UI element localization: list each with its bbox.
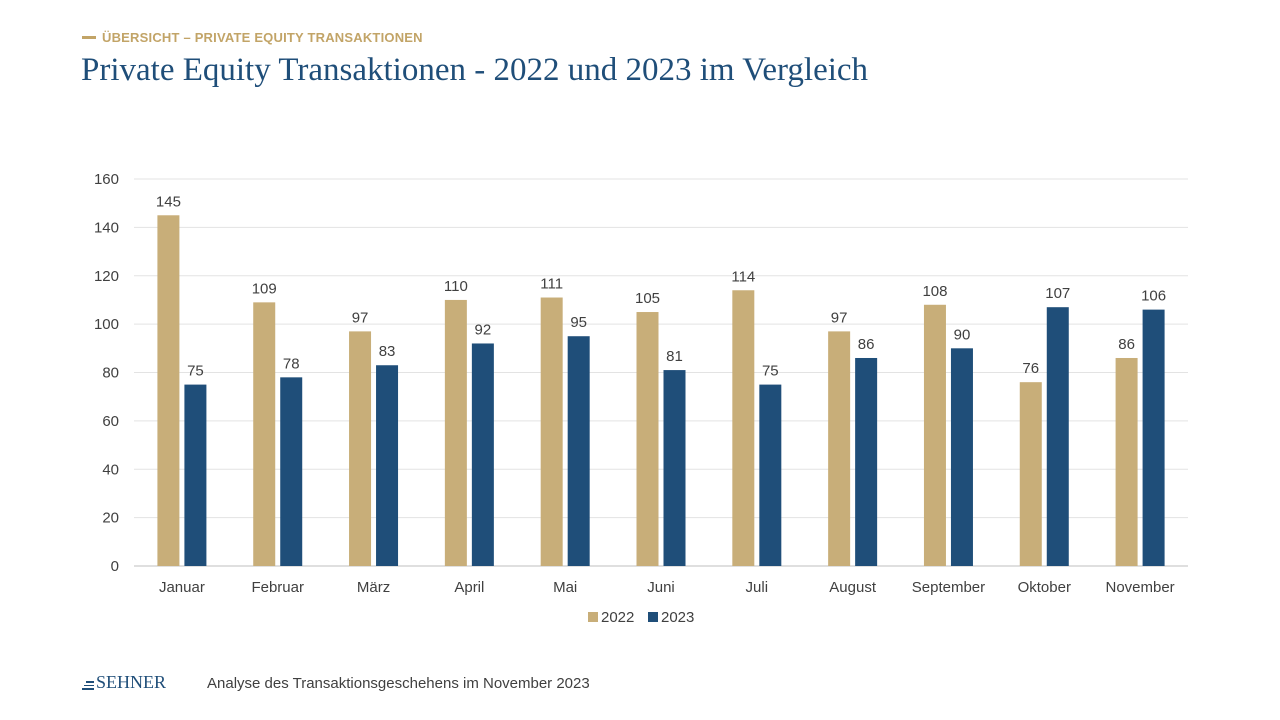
y-tick-label: 140 xyxy=(94,219,119,236)
bar-2022-juli xyxy=(732,290,755,566)
bar-2023-august xyxy=(855,357,878,566)
data-label: 76 xyxy=(1022,360,1039,377)
x-tick-label: November xyxy=(1105,579,1174,596)
data-label: 111 xyxy=(540,276,563,293)
y-tick-label: 80 xyxy=(102,365,119,382)
data-label: 107 xyxy=(1045,285,1070,302)
x-axis-ticks: Januar Februar März April Mai Juni Juli August S… xyxy=(159,579,1175,596)
bar-2023-juni xyxy=(663,370,686,566)
data-label: 95 xyxy=(570,314,587,331)
y-tick-label: 0 xyxy=(111,558,119,575)
data-label: 81 xyxy=(666,348,683,365)
kicker-bar xyxy=(82,36,96,39)
data-label: 114 xyxy=(731,268,755,285)
data-labels: 145 75 109 78 97 83 110 92 111 95 105 81 114 75 97 86 10… xyxy=(156,193,1166,379)
y-tick-label: 100 xyxy=(94,316,119,333)
bar-2023-februar xyxy=(280,377,303,566)
y-tick-label: 120 xyxy=(94,268,119,285)
sehner-logo: SEHNER xyxy=(82,672,166,693)
bar-2023-mai xyxy=(567,336,590,566)
data-label: 75 xyxy=(187,363,204,380)
y-axis-ticks: 0 20 40 60 80 100 120 140 160 xyxy=(94,171,119,575)
x-tick-label: Juli xyxy=(746,579,769,596)
logo-lines-icon xyxy=(82,681,94,690)
x-tick-label: April xyxy=(454,579,484,596)
bar-2023-märz xyxy=(376,365,399,566)
bar-2023-november xyxy=(1142,309,1165,566)
y-tick-label: 20 xyxy=(102,510,119,527)
bar-2022-januar xyxy=(157,215,180,566)
x-tick-label: März xyxy=(357,579,390,596)
legend-swatch-2022 xyxy=(588,612,598,622)
kicker-text: ÜBERSICHT – PRIVATE EQUITY TRANSAKTIONEN xyxy=(102,30,423,45)
page-title: Private Equity Transaktionen - 2022 und … xyxy=(81,52,869,88)
data-label: 106 xyxy=(1141,288,1166,305)
data-label: 97 xyxy=(831,309,848,326)
bars xyxy=(157,215,1165,566)
section-kicker: ÜBERSICHT – PRIVATE EQUITY TRANSAKTIONEN xyxy=(82,30,423,45)
bar-2023-januar xyxy=(184,384,207,566)
legend-label-2022: 2022 xyxy=(601,609,634,626)
bar-2022-november xyxy=(1115,357,1138,566)
grid-lines xyxy=(134,178,1188,567)
bar-2022-mai xyxy=(540,297,563,566)
x-tick-label: September xyxy=(912,579,985,596)
data-label: 145 xyxy=(156,193,181,210)
data-label: 90 xyxy=(954,326,971,343)
data-label: 108 xyxy=(922,283,947,300)
data-label: 78 xyxy=(283,355,300,372)
data-label: 86 xyxy=(1118,336,1135,353)
data-label: 75 xyxy=(762,363,779,380)
footer-text: Analyse des Transaktionsgeschehens im No… xyxy=(207,675,590,692)
x-tick-label: August xyxy=(829,579,877,596)
bar-2022-märz xyxy=(349,331,372,566)
x-tick-label: Juni xyxy=(647,579,675,596)
data-label: 83 xyxy=(379,343,396,360)
legend-label-2023: 2023 xyxy=(661,609,694,626)
bar-2022-oktober xyxy=(1019,382,1042,566)
x-tick-label: Mai xyxy=(553,579,577,596)
data-label: 97 xyxy=(352,309,369,326)
bar-2022-august xyxy=(828,331,851,566)
data-label: 86 xyxy=(858,336,875,353)
data-label: 105 xyxy=(635,290,660,307)
y-tick-label: 60 xyxy=(102,413,119,430)
y-tick-label: 160 xyxy=(94,171,119,188)
data-label: 92 xyxy=(475,321,492,338)
bar-2023-april xyxy=(471,343,494,566)
bar-2023-oktober xyxy=(1046,307,1069,566)
data-label: 109 xyxy=(252,280,277,297)
logo-text: SEHNER xyxy=(96,672,167,692)
y-tick-label: 40 xyxy=(102,461,119,478)
bar-2023-juli xyxy=(759,384,782,566)
data-label: 110 xyxy=(444,278,468,295)
bar-2022-juni xyxy=(636,312,659,566)
bar-2023-september xyxy=(950,348,973,566)
legend-swatch-2023 xyxy=(648,612,658,622)
bar-2022-september xyxy=(923,304,946,566)
x-tick-label: Oktober xyxy=(1018,579,1071,596)
legend: 2022 2023 xyxy=(588,609,694,626)
x-tick-label: Januar xyxy=(159,579,205,596)
bar-2022-februar xyxy=(253,302,276,566)
x-tick-label: Februar xyxy=(251,579,304,596)
bar-2022-april xyxy=(444,299,467,566)
